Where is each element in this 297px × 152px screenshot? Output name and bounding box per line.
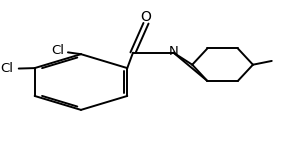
Text: Cl: Cl bbox=[1, 62, 14, 75]
Text: O: O bbox=[140, 10, 151, 24]
Text: Cl: Cl bbox=[51, 44, 64, 57]
Text: N: N bbox=[169, 45, 178, 58]
